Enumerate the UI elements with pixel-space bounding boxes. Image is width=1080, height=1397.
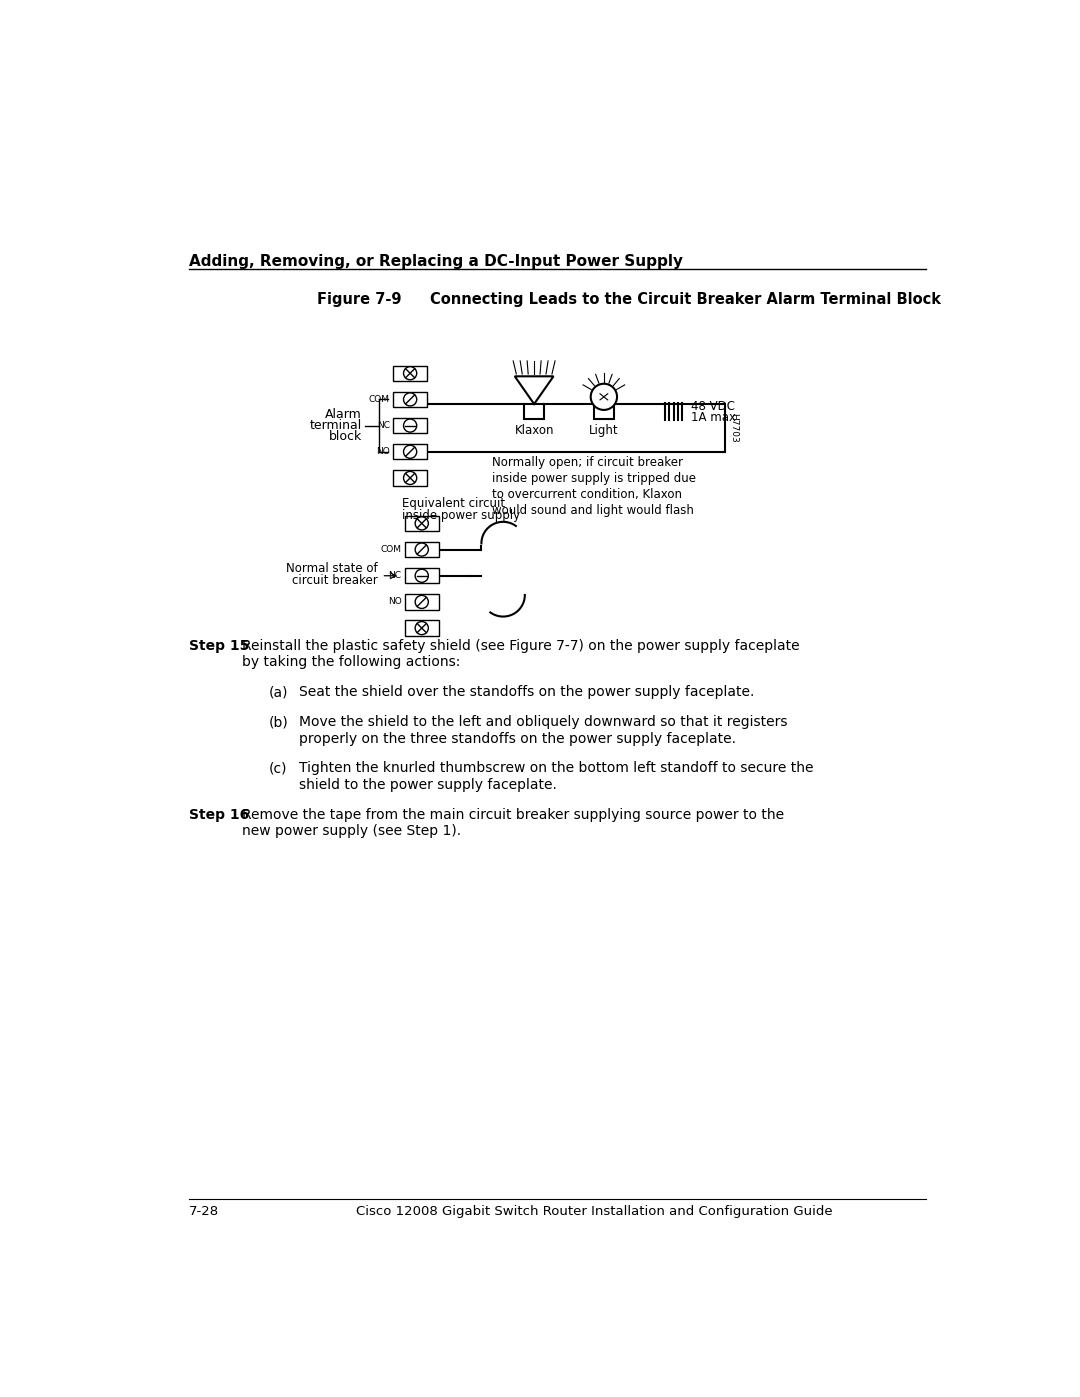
Text: Reinstall the plastic safety shield (see Figure 7-7) on the power supply facepla: Reinstall the plastic safety shield (see… bbox=[242, 638, 799, 652]
Text: would sound and light would flash: would sound and light would flash bbox=[491, 504, 693, 517]
Circle shape bbox=[404, 366, 417, 380]
Text: Equivalent circuit: Equivalent circuit bbox=[403, 496, 505, 510]
Circle shape bbox=[415, 569, 429, 583]
Bar bbox=[405, 542, 438, 557]
Text: shield to the power supply faceplate.: shield to the power supply faceplate. bbox=[299, 778, 557, 792]
Circle shape bbox=[415, 622, 429, 634]
Text: 1A max: 1A max bbox=[691, 411, 737, 425]
Text: NC: NC bbox=[377, 420, 390, 430]
Text: Klaxon: Klaxon bbox=[514, 425, 554, 437]
Bar bbox=[393, 391, 428, 407]
Bar bbox=[524, 404, 544, 419]
Text: circuit breaker: circuit breaker bbox=[292, 574, 378, 587]
Text: Light: Light bbox=[589, 425, 619, 437]
Text: Step 15: Step 15 bbox=[189, 638, 249, 652]
Text: Figure 7-9: Figure 7-9 bbox=[318, 292, 402, 307]
Circle shape bbox=[591, 384, 617, 409]
Text: COM: COM bbox=[369, 395, 390, 404]
Text: block: block bbox=[328, 430, 362, 443]
Text: Seat the shield over the standoffs on the power supply faceplate.: Seat the shield over the standoffs on th… bbox=[299, 686, 755, 700]
Bar bbox=[405, 620, 438, 636]
Text: Cisco 12008 Gigabit Switch Router Installation and Configuration Guide: Cisco 12008 Gigabit Switch Router Instal… bbox=[356, 1204, 833, 1218]
Bar bbox=[393, 444, 428, 460]
Text: (b): (b) bbox=[268, 715, 288, 729]
Text: Step 16: Step 16 bbox=[189, 807, 249, 821]
Text: (a): (a) bbox=[268, 686, 287, 700]
Text: terminal: terminal bbox=[310, 419, 362, 432]
Text: (c): (c) bbox=[268, 761, 287, 775]
Text: Normal state of: Normal state of bbox=[286, 562, 378, 574]
Circle shape bbox=[415, 517, 429, 529]
Text: 7-28: 7-28 bbox=[189, 1204, 219, 1218]
Bar bbox=[594, 404, 613, 419]
Text: H7703: H7703 bbox=[729, 414, 739, 443]
Bar bbox=[405, 515, 438, 531]
Text: Tighten the knurled thumbscrew on the bottom left standoff to secure the: Tighten the knurled thumbscrew on the bo… bbox=[299, 761, 814, 775]
Text: Adding, Removing, or Replacing a DC-Input Power Supply: Adding, Removing, or Replacing a DC-Inpu… bbox=[189, 254, 684, 268]
Text: Alarm: Alarm bbox=[325, 408, 362, 422]
Text: COM: COM bbox=[380, 545, 402, 555]
Text: Normally open; if circuit breaker: Normally open; if circuit breaker bbox=[491, 455, 683, 468]
Text: to overcurrent condition, Klaxon: to overcurrent condition, Klaxon bbox=[491, 488, 681, 502]
Text: Remove the tape from the main circuit breaker supplying source power to the: Remove the tape from the main circuit br… bbox=[242, 807, 784, 821]
Text: Move the shield to the left and obliquely downward so that it registers: Move the shield to the left and obliquel… bbox=[299, 715, 787, 729]
Circle shape bbox=[404, 393, 417, 407]
Text: Connecting Leads to the Circuit Breaker Alarm Terminal Block: Connecting Leads to the Circuit Breaker … bbox=[430, 292, 941, 307]
Text: NC: NC bbox=[389, 571, 402, 580]
Circle shape bbox=[415, 595, 429, 609]
Text: NO: NO bbox=[376, 447, 390, 457]
Bar bbox=[405, 594, 438, 609]
Text: 48 VDC: 48 VDC bbox=[691, 400, 735, 414]
Text: NO: NO bbox=[388, 598, 402, 606]
Text: inside power supply is tripped due: inside power supply is tripped due bbox=[491, 472, 696, 485]
Bar bbox=[393, 366, 428, 381]
Polygon shape bbox=[515, 376, 554, 404]
Circle shape bbox=[415, 543, 429, 556]
Text: properly on the three standoffs on the power supply faceplate.: properly on the three standoffs on the p… bbox=[299, 732, 737, 746]
Circle shape bbox=[404, 419, 417, 432]
Circle shape bbox=[404, 471, 417, 485]
Bar bbox=[405, 569, 438, 584]
Text: inside power supply: inside power supply bbox=[403, 509, 521, 522]
Bar bbox=[393, 418, 428, 433]
Bar bbox=[393, 471, 428, 486]
Circle shape bbox=[404, 446, 417, 458]
Text: by taking the following actions:: by taking the following actions: bbox=[242, 655, 460, 669]
Text: new power supply (see Step 1).: new power supply (see Step 1). bbox=[242, 824, 461, 838]
